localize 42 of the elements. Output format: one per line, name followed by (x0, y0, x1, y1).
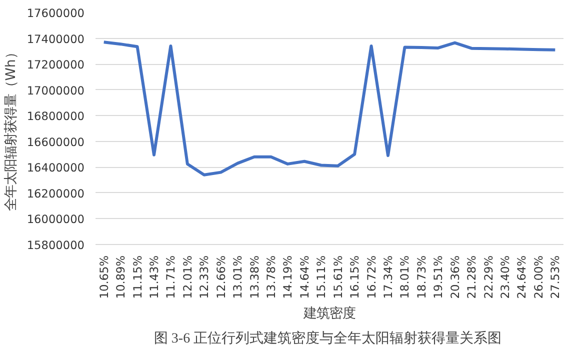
x-tick-label: 11.15% (130, 255, 144, 299)
y-tick-label: 16000000 (26, 212, 85, 226)
y-tick-label: 16800000 (26, 109, 85, 124)
x-tick-label: 18.01% (398, 255, 412, 299)
y-tick-label: 16400000 (26, 160, 85, 175)
y-tick-label: 17400000 (26, 32, 85, 46)
x-tick-label: 10.65% (96, 255, 111, 299)
x-tick-label: 10.89% (114, 255, 128, 299)
y-tick-label: 15800000 (26, 238, 85, 252)
x-tick-label: 23.40% (498, 255, 512, 299)
x-tick-label: 16.15% (348, 255, 362, 299)
x-tick-label: 12.01% (180, 255, 194, 299)
x-tick-label: 27.53% (548, 255, 562, 299)
x-tick-label: 26.00% (531, 255, 546, 299)
x-tick-label: 21.28% (464, 255, 479, 299)
x-tick-label: 11.43% (147, 255, 161, 299)
y-axis-title: 全年太阳辐射获得量（Wh） (4, 46, 19, 211)
line-series (102, 40, 557, 176)
x-tick-label: 13.38% (247, 255, 262, 299)
x-tick-label: 15.61% (330, 255, 345, 299)
x-tick-label: 15.11% (314, 255, 328, 299)
y-tick-label: 17000000 (26, 83, 85, 98)
x-tick-label: 22.29% (481, 255, 496, 299)
x-tick-label: 11.71% (164, 255, 178, 299)
caption: 图 3-6 正位行列式建筑密度与全年太阳辐射获得量关系图 (154, 330, 502, 346)
x-tick-label: 14.19% (280, 255, 295, 299)
y-tick-label: 17600000 (26, 6, 85, 20)
x-tick-label: 19.51% (431, 255, 446, 299)
x-tick-label: 18.73% (414, 255, 428, 299)
x-tick-label: 12.66% (214, 255, 228, 299)
y-tick-label: 16600000 (26, 134, 85, 149)
x-tick-label: 17.34% (381, 255, 395, 299)
x-tick-label: 13.78% (264, 255, 278, 299)
x-tick-label: 13.01% (230, 255, 245, 299)
x-tick-label: 16.72% (364, 255, 378, 299)
x-tick-label: 14.64% (297, 255, 312, 299)
y-tick-label: 16200000 (26, 186, 85, 200)
y-tick-label: 17200000 (26, 58, 85, 72)
x-tick-label: 20.36% (448, 255, 462, 299)
x-tick-label: 24.64% (514, 255, 529, 299)
x-axis-title: 建筑密度 (302, 306, 356, 322)
x-tick-label: 12.33% (197, 255, 212, 299)
